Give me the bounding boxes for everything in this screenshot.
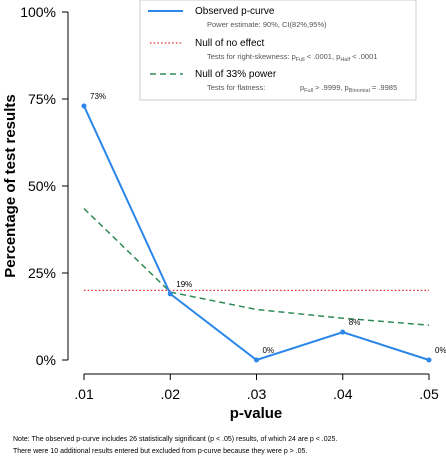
series-line-power-33 [83, 208, 430, 326]
power-sub-mid: > .9999, p [313, 83, 349, 92]
power-sub-full: Full [304, 88, 313, 94]
legend-label-noeffect: Null of no effect [195, 38, 265, 49]
noeffect-sub-end: < .0001 [350, 52, 377, 61]
legend-sub-power: pFull > .9999, pBinomial = .9985 [300, 83, 397, 94]
x-tick-label: .02 [161, 386, 181, 402]
y-tick-label: 25% [28, 265, 56, 281]
x-tick-label: .05 [419, 386, 439, 402]
x-axis: .01 .02 .03 .04 .05 [74, 373, 439, 402]
legend: Observed p-curve Power estimate: 90%, CI… [139, 0, 417, 101]
note-line-2: There were 10 additional results entered… [13, 448, 307, 455]
noeffect-sub-prefix: Tests for right-skewness: p [207, 52, 296, 61]
observed-point-label: 0% [263, 346, 275, 355]
noeffect-sub-half: Half [340, 57, 350, 63]
point-labels: 73% 19% 0% 8% 0% [81, 92, 446, 363]
observed-point-label: 73% [90, 92, 106, 101]
observed-point-label: 19% [176, 280, 192, 289]
y-axis: 0% 25% 50% 75% 100% [20, 4, 69, 368]
noeffect-sub-full: Full [296, 57, 305, 63]
legend-label-observed: Observed p-curve [195, 6, 275, 17]
x-tick-label: .04 [333, 386, 353, 402]
x-tick-label: .03 [247, 386, 267, 402]
y-tick-label: 75% [28, 91, 56, 107]
observed-point [254, 357, 259, 363]
power-sub-p1: p [300, 83, 304, 92]
noeffect-sub-mid: < .0001, p [305, 52, 341, 61]
power-sub-binomial: Binomial [349, 88, 370, 94]
y-axis-title: Percentage of test results [2, 94, 19, 277]
observed-point [426, 357, 432, 363]
observed-point [340, 329, 346, 335]
legend-sub-power-prefix: Tests for flatness: [207, 83, 265, 92]
observed-point [167, 291, 173, 297]
y-tick-label: 50% [28, 178, 56, 194]
x-ticks: .01 .02 .03 .04 .05 [74, 374, 439, 402]
x-tick-label: .01 [74, 386, 94, 402]
series-line-observed [83, 105, 430, 362]
y-ticks: 0% 25% 50% 75% 100% [20, 4, 68, 368]
observed-point [81, 103, 87, 109]
legend-sub-noeffect: Tests for right-skewness: pFull < .0001,… [207, 52, 377, 63]
note-line-1: Note: The observed p-curve includes 26 s… [13, 436, 337, 443]
series-layer [83, 105, 430, 362]
x-axis-title: p-value [230, 405, 283, 422]
power-sub-end: = .9985 [370, 83, 397, 92]
legend-box [139, 0, 417, 101]
legend-label-power: Null of 33% power [195, 69, 277, 80]
y-tick-label: 100% [20, 4, 56, 20]
y-tick-label: 0% [36, 352, 56, 368]
observed-point-label: 8% [349, 318, 361, 327]
legend-sub-observed: Power estimate: 90%, CI(82%,95%) [207, 20, 327, 29]
observed-point-label: 0% [435, 346, 446, 355]
